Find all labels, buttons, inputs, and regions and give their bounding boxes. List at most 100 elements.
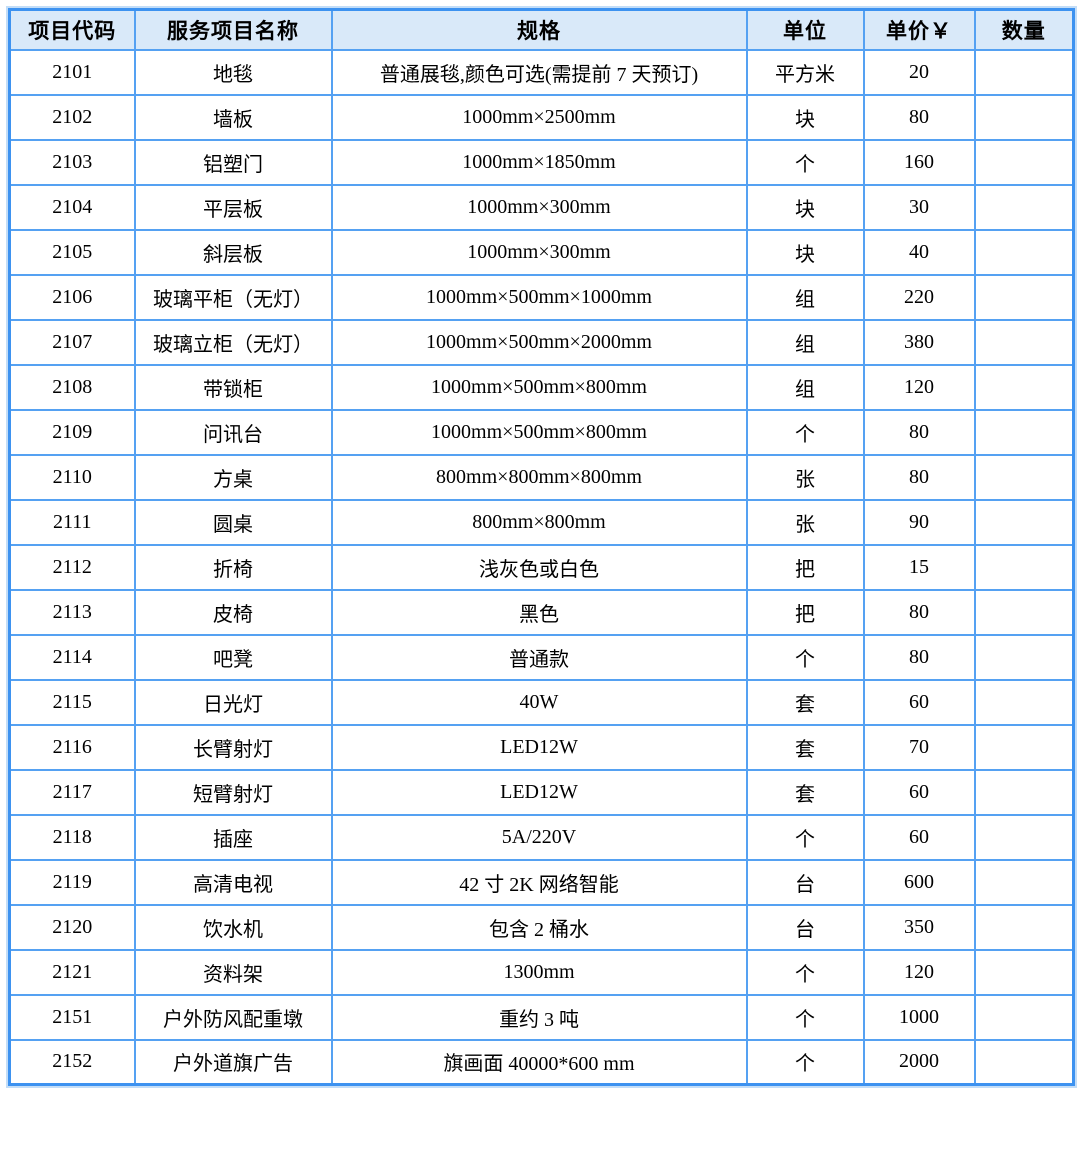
cell-spec: 1000mm×2500mm [330, 93, 748, 141]
table-row: 2114 吧凳 普通款个 80 [8, 633, 1075, 681]
cell-unit: 个 [745, 948, 865, 996]
cell-unit: 组 [745, 273, 865, 321]
cell-spec: 800mm×800mm×800mm [330, 453, 748, 501]
table-row: 2115 日光灯 40W 套 60 [8, 678, 1075, 726]
cell-code: 2110 [8, 453, 136, 501]
table-row: 2105 斜层板 1000mm×300mm 块 40 [8, 228, 1075, 276]
cell-unit: 套 [745, 723, 865, 771]
cell-price: 70 [862, 723, 976, 771]
cell-price: 60 [862, 813, 976, 861]
cell-code: 2120 [8, 903, 136, 951]
cell-price: 40 [862, 228, 976, 276]
cell-spec: 5A/220V [330, 813, 748, 861]
cell-unit: 台 [745, 903, 865, 951]
cell-qty [973, 858, 1075, 906]
cell-code: 2118 [8, 813, 136, 861]
cell-spec: 1000mm×500mm×2000mm [330, 318, 748, 366]
cell-qty [973, 363, 1075, 411]
col-header-name: 服务项目名称 [133, 8, 333, 51]
cell-qty [973, 453, 1075, 501]
cell-code: 2112 [8, 543, 136, 591]
cell-qty [973, 993, 1075, 1041]
cell-qty [973, 138, 1075, 186]
cell-unit: 个 [745, 408, 865, 456]
cell-price: 60 [862, 768, 976, 816]
cell-code: 2116 [8, 723, 136, 771]
cell-code: 2104 [8, 183, 136, 231]
cell-name: 问讯台 [133, 408, 333, 456]
cell-name: 方桌 [133, 453, 333, 501]
cell-name: 皮椅 [133, 588, 333, 636]
cell-spec: 1300mm [330, 948, 748, 996]
cell-qty [973, 183, 1075, 231]
table-row: 2120 饮水机 包含 2 桶水台 350 [8, 903, 1075, 951]
cell-unit: 把 [745, 588, 865, 636]
table-row: 2152 户外道旗广告 旗画面 40000*600 mm 个 2000 [8, 1038, 1075, 1086]
cell-unit: 个 [745, 1038, 865, 1086]
cell-qty [973, 813, 1075, 861]
cell-qty [973, 723, 1075, 771]
cell-code: 2102 [8, 93, 136, 141]
col-header-code: 项目代码 [8, 8, 136, 51]
cell-name: 玻璃立柜（无灯） [133, 318, 333, 366]
table-row: 2118 插座 5A/220V 个 60 [8, 813, 1075, 861]
cell-qty [973, 633, 1075, 681]
cell-code: 2117 [8, 768, 136, 816]
cell-qty [973, 543, 1075, 591]
document-page: 项目代码 服务项目名称 规格 单位 单价￥ 数量 2101 地毯 普通展毯,颜色可选(需提前 … [8, 8, 1075, 1086]
cell-spec: 包含 2 桶水 [330, 903, 748, 951]
cell-qty [973, 93, 1075, 141]
cell-code: 2109 [8, 408, 136, 456]
cell-spec: 1000mm×500mm×1000mm [330, 273, 748, 321]
cell-qty [973, 498, 1075, 546]
cell-name: 吧凳 [133, 633, 333, 681]
cell-price: 1000 [862, 993, 976, 1041]
cell-spec: 旗画面 40000*600 mm [330, 1038, 748, 1086]
cell-price: 90 [862, 498, 976, 546]
cell-unit: 台 [745, 858, 865, 906]
cell-spec: LED12W [330, 723, 748, 771]
cell-unit: 张 [745, 453, 865, 501]
cell-unit: 把 [745, 543, 865, 591]
cell-spec: 普通款 [330, 633, 748, 681]
cell-qty [973, 1038, 1075, 1086]
cell-qty [973, 948, 1075, 996]
table-row: 2151 户外防风配重墩 重约 3 吨个 1000 [8, 993, 1075, 1041]
cell-spec: 普通展毯,颜色可选(需提前 7 天预订) [330, 48, 748, 96]
table-row: 2117 短臂射灯 LED12W 套 60 [8, 768, 1075, 816]
cell-code: 2119 [8, 858, 136, 906]
cell-price: 600 [862, 858, 976, 906]
table-row: 2112 折椅 浅灰色或白色把 15 [8, 543, 1075, 591]
cell-code: 2115 [8, 678, 136, 726]
cell-price: 80 [862, 93, 976, 141]
cell-spec: LED12W [330, 768, 748, 816]
table-row: 2102 墙板 1000mm×2500mm 块 80 [8, 93, 1075, 141]
cell-name: 高清电视 [133, 858, 333, 906]
cell-code: 2114 [8, 633, 136, 681]
table-body: 2101 地毯 普通展毯,颜色可选(需提前 7 天预订) 平方米 20 2102 墙板 100… [8, 48, 1075, 1086]
cell-unit: 平方米 [745, 48, 865, 96]
table-row: 2113 皮椅 黑色把 80 [8, 588, 1075, 636]
cell-name: 墙板 [133, 93, 333, 141]
cell-name: 户外道旗广告 [133, 1038, 333, 1086]
header-row: 项目代码 服务项目名称 规格 单位 单价￥ 数量 [8, 8, 1075, 51]
cell-unit: 张 [745, 498, 865, 546]
cell-name: 短臂射灯 [133, 768, 333, 816]
table-row: 2108 带锁柜 1000mm×500mm×800mm 组 120 [8, 363, 1075, 411]
cell-unit: 个 [745, 633, 865, 681]
cell-name: 折椅 [133, 543, 333, 591]
cell-qty [973, 678, 1075, 726]
cell-unit: 块 [745, 183, 865, 231]
cell-name: 铝塑门 [133, 138, 333, 186]
cell-price: 380 [862, 318, 976, 366]
cell-unit: 组 [745, 363, 865, 411]
cell-qty [973, 318, 1075, 366]
col-header-unit: 单位 [745, 8, 865, 51]
cell-spec: 黑色 [330, 588, 748, 636]
cell-spec: 42 寸 2K 网络智能 [330, 858, 748, 906]
table-row: 2109 问讯台 1000mm×500mm×800mm 个 80 [8, 408, 1075, 456]
cell-code: 2113 [8, 588, 136, 636]
cell-code: 2111 [8, 498, 136, 546]
col-header-qty: 数量 [973, 8, 1075, 51]
cell-code: 2107 [8, 318, 136, 366]
